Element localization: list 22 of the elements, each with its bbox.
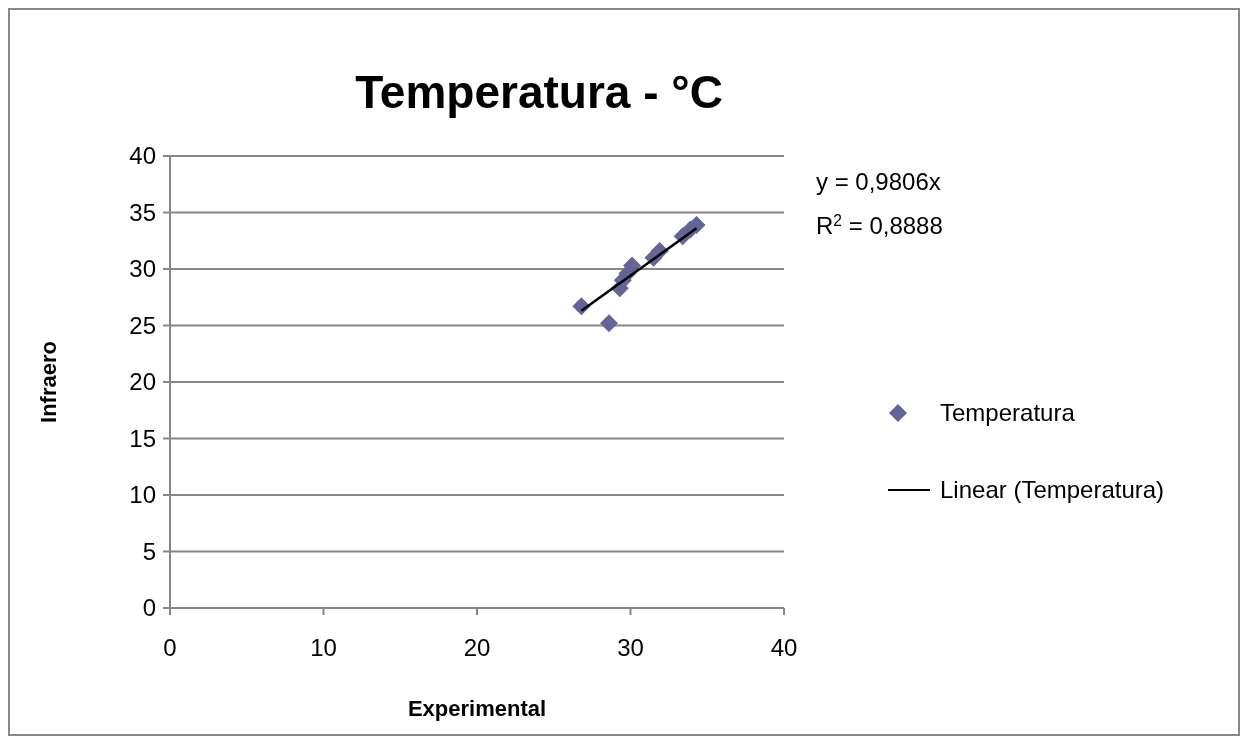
text: R$^{2}$ = 0,8888 <box>816 211 943 239</box>
y-tick-label: 40 <box>129 142 156 170</box>
x-axis-title: Experimental <box>407 696 547 721</box>
chart-title: Temperatura - °C <box>355 66 723 118</box>
legend-label: Linear (Temperatura) <box>940 476 1165 504</box>
text: y = 0,9806x <box>816 168 941 195</box>
x-tick-label: 20 <box>463 634 491 661</box>
legend-label: Temperatura <box>940 399 1076 427</box>
y-tick-label: 30 <box>129 255 156 283</box>
y-tick-label: 5 <box>142 537 156 565</box>
y-tick-label: 15 <box>129 424 156 452</box>
x-tick-label: 10 <box>310 634 337 661</box>
x-tick-label: 40 <box>770 634 798 661</box>
y-tick-label: 25 <box>129 311 156 339</box>
point <box>600 314 619 333</box>
y-axis-title: Infraero <box>36 341 61 423</box>
y-tick-label: 10 <box>129 481 156 509</box>
x-tick-label: 0 <box>163 634 177 661</box>
y-tick-label: 35 <box>129 198 156 226</box>
y-tick-label: 0 <box>142 594 156 622</box>
y-tick-label: 20 <box>129 368 156 396</box>
x-tick-label: 30 <box>617 634 644 661</box>
